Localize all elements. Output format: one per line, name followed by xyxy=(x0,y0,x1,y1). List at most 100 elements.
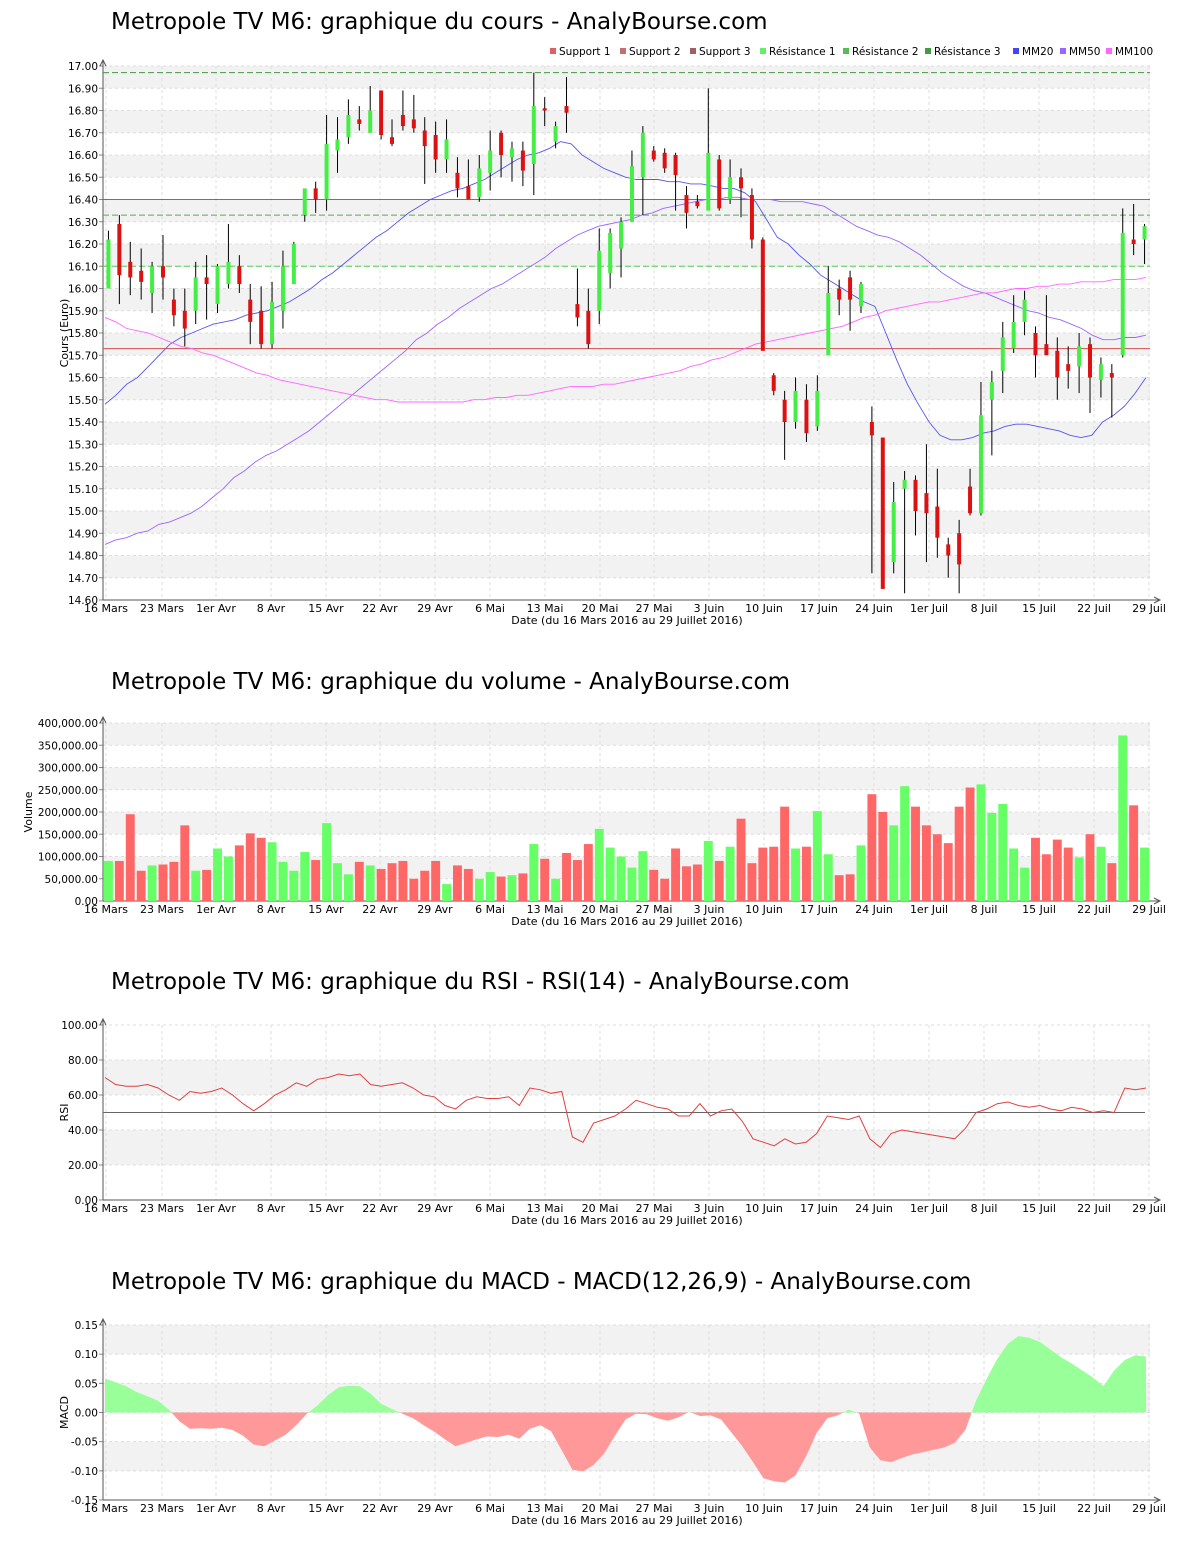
candle-body xyxy=(728,177,733,200)
price-grid-band xyxy=(103,511,1150,534)
volume-grid-band xyxy=(103,812,1150,835)
candle-body xyxy=(1033,333,1038,356)
price-x-tick-label: 3 Juin xyxy=(694,602,725,615)
volume-bar xyxy=(1074,857,1084,901)
rsi-x-tick-label: 1er Avr xyxy=(196,1202,236,1215)
volume-bar xyxy=(387,863,397,901)
volume-x-tick-label: 8 Juil xyxy=(971,903,998,916)
price-legend-label: Support 1 xyxy=(559,46,611,58)
volume-x-tick-label: 22 Avr xyxy=(362,903,398,916)
mm50-line xyxy=(104,196,1147,545)
candle-body xyxy=(280,266,285,311)
price-y-tick-label: 16.80 xyxy=(68,106,98,118)
volume-bar xyxy=(507,875,517,901)
volume-bar xyxy=(114,860,124,901)
candle-body xyxy=(869,422,874,436)
volume-bar xyxy=(1140,847,1149,901)
volume-x-tick-label: 6 Mai xyxy=(475,903,505,916)
price-y-tick-label: 16.20 xyxy=(68,239,98,251)
candle-body xyxy=(106,239,111,289)
price-y-axis-arrow xyxy=(99,58,107,67)
volume-x-tick-label: 1er Avr xyxy=(196,903,236,916)
volume-bar xyxy=(834,875,844,901)
price-legend-swatch xyxy=(1106,48,1112,54)
candle-body xyxy=(215,266,220,305)
candle-body xyxy=(771,375,776,391)
volume-bar xyxy=(703,840,713,901)
candle-body xyxy=(957,533,962,565)
candle-body xyxy=(902,479,907,489)
volume-bar xyxy=(692,864,702,901)
price-y-tick-label: 16.10 xyxy=(68,261,98,273)
volume-grid-band xyxy=(103,767,1150,790)
candle-body xyxy=(651,150,656,160)
macd-positive-area xyxy=(105,1336,1146,1413)
macd-grid-band xyxy=(103,1325,1150,1355)
macd-y-tick-label: -0.15 xyxy=(71,1495,98,1507)
rsi-x-tick-label: 20 Mai xyxy=(582,1202,619,1215)
macd-x-tick-label: 23 Mars xyxy=(140,1502,184,1515)
volume-y-tick-label: 350,000.00 xyxy=(38,740,98,752)
price-y-tick-label: 15.70 xyxy=(68,350,98,362)
volume-bar xyxy=(518,873,528,901)
volume-bar xyxy=(911,806,920,901)
volume-bar xyxy=(158,864,168,901)
price-y-tick-label: 14.90 xyxy=(68,528,98,540)
rsi-x-tick-label: 10 Juin xyxy=(745,1202,783,1215)
volume-x-axis-arrow xyxy=(1153,897,1162,905)
volume-bar xyxy=(180,825,190,901)
volume-bar xyxy=(987,812,997,901)
volume-x-tick-label: 13 Mai xyxy=(527,903,564,916)
volume-bar xyxy=(802,846,811,901)
price-grid-band xyxy=(103,244,1150,267)
price-legend-label: Résistance 1 xyxy=(769,46,836,58)
candle-body xyxy=(488,150,493,173)
candle-body xyxy=(400,114,405,127)
volume-y-tick-label: 300,000.00 xyxy=(38,763,98,775)
rsi-grid-band xyxy=(103,1130,1150,1165)
candle-body xyxy=(553,126,558,142)
price-x-tick-label: 1er Avr xyxy=(196,602,236,615)
rsi-x-tick-label: 24 Juin xyxy=(855,1202,893,1215)
rsi-x-tick-label: 3 Juin xyxy=(694,1202,725,1215)
rsi-x-tick-label: 8 Avr xyxy=(257,1202,286,1215)
candle-body xyxy=(499,132,504,155)
price-y-tick-label: 15.60 xyxy=(68,373,98,385)
candle-body xyxy=(749,195,754,240)
volume-bar xyxy=(812,811,822,901)
volume-bar xyxy=(223,856,233,901)
rsi-x-tick-label: 23 Mars xyxy=(140,1202,184,1215)
volume-bar xyxy=(671,848,681,901)
volume-bar xyxy=(311,860,321,901)
price-y-tick-label: 15.00 xyxy=(68,506,98,518)
candle-body xyxy=(542,108,547,111)
volume-y-axis-title: Volume xyxy=(22,791,35,832)
volume-bar xyxy=(463,868,473,901)
macd-y-tick-label: -0.05 xyxy=(71,1437,98,1449)
price-x-axis-arrow xyxy=(1153,596,1162,604)
volume-bar xyxy=(823,854,833,901)
volume-x-axis-title: Date (du 16 Mars 2016 au 29 Juillet 2016… xyxy=(511,915,742,928)
rsi-x-tick-label: 29 Juil xyxy=(1132,1202,1166,1215)
volume-x-tick-label: 1er Juil xyxy=(910,903,948,916)
volume-y-tick-label: 100,000.00 xyxy=(38,852,98,864)
candle-body xyxy=(531,106,536,164)
candle-body xyxy=(270,301,275,345)
macd-chart: -0.15 -0.10 -0.05 0.00 0.05 0.10 0.15 16 Mars 23… xyxy=(58,1317,1166,1527)
candle-body xyxy=(891,502,896,563)
price-x-tick-label: 24 Juin xyxy=(855,602,893,615)
macd-x-tick-label: 27 Mai xyxy=(636,1502,673,1515)
volume-bar xyxy=(976,784,986,901)
candle-body xyxy=(662,152,667,169)
candle-body xyxy=(739,177,744,189)
macd-x-axis-title: Date (du 16 Mars 2016 au 29 Juillet 2016… xyxy=(511,1514,742,1527)
candle-body xyxy=(324,143,329,200)
rsi-y-tick-label: 20.00 xyxy=(68,1160,98,1172)
price-x-tick-label: 22 Avr xyxy=(362,602,398,615)
candle-body xyxy=(968,486,973,514)
candle-body xyxy=(586,310,591,345)
candle-body xyxy=(335,139,340,151)
volume-bar xyxy=(616,856,626,901)
price-y-tick-label: 16.40 xyxy=(68,195,98,207)
